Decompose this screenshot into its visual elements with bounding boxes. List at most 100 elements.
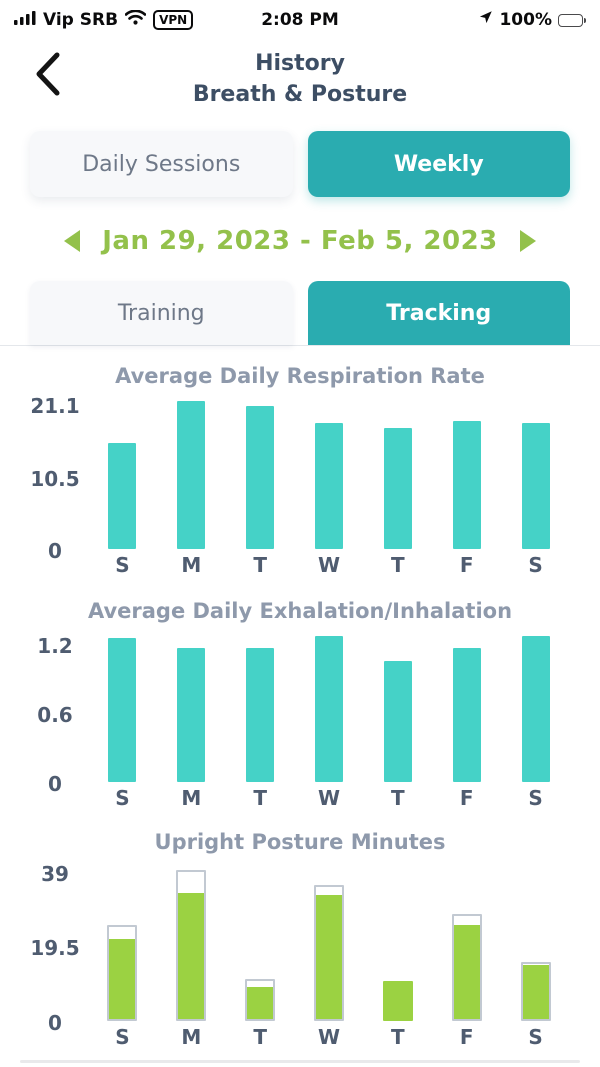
previous-week-arrow[interactable] [64, 230, 80, 252]
tab-tracking[interactable]: Tracking [307, 281, 570, 345]
plot-area [88, 398, 570, 549]
posture-bar [520, 961, 551, 1021]
next-week-arrow[interactable] [519, 230, 536, 252]
y-tick-label: 10.5 [30, 466, 80, 491]
bar-slot [363, 660, 432, 782]
y-tick-label: 39 [41, 861, 69, 886]
x-tick-label: W [317, 1025, 341, 1049]
y-tick-label: 19.5 [30, 936, 80, 961]
x-tick-label: S [528, 786, 543, 810]
daily-sessions-button[interactable]: Daily Sessions [30, 131, 293, 197]
location-arrow-icon [478, 10, 493, 30]
bar-slot [295, 636, 364, 782]
bar [108, 637, 137, 782]
bar [315, 422, 343, 549]
view-toggle: Daily Sessions Weekly [30, 131, 570, 197]
posture-bar [382, 980, 413, 1021]
x-tick-label: T [391, 553, 405, 577]
bar [315, 636, 343, 782]
x-tick-label: S [115, 1025, 130, 1049]
clock: 2:08 PM [261, 10, 339, 30]
x-tick-label: F [459, 786, 474, 810]
posture-bar [451, 913, 482, 1021]
bar-slot [88, 925, 157, 1021]
x-tick-label: T [391, 786, 405, 810]
y-tick-label: 0 [48, 539, 62, 563]
bar-slot [157, 400, 226, 549]
y-tick-label: 1.2 [37, 634, 73, 659]
x-tick-label: S [528, 1025, 543, 1049]
bar-slot [501, 423, 570, 549]
bar [177, 400, 206, 549]
x-tick-label: S [115, 786, 130, 810]
x-tick-label: T [253, 786, 267, 810]
x-tick-label: S [528, 553, 543, 577]
x-tick-label: S [115, 553, 130, 577]
page-title-line1: History [255, 51, 345, 76]
bar [383, 660, 412, 782]
x-tick-label: T [253, 1025, 267, 1049]
x-tick-label: M [181, 1025, 202, 1049]
posture-bar [245, 978, 276, 1021]
page-header: History Breath & Posture [0, 40, 600, 110]
x-tick-label: W [317, 553, 341, 577]
posture-bar-fill [522, 965, 549, 1019]
y-axis: 0 0.6 1.2 [0, 633, 88, 795]
bar-slot [432, 913, 501, 1021]
bar-slot [295, 885, 364, 1021]
bar [521, 636, 550, 782]
tab-bar: Training Tracking [30, 281, 570, 345]
x-tick-label: T [253, 553, 267, 577]
plot-area [88, 864, 570, 1021]
plot-area [88, 633, 570, 782]
battery-percent-label: 100% [499, 10, 552, 30]
bar-slot [363, 427, 432, 549]
y-axis: 0 10.5 21.1 [0, 394, 88, 562]
y-tick-label: 0 [48, 1011, 62, 1035]
status-bar: Vip SRB VPN 2:08 PM 100% [0, 0, 600, 40]
weekly-button[interactable]: Weekly [307, 131, 570, 197]
bar [452, 420, 481, 549]
posture-bar [107, 925, 138, 1021]
bar-slot [88, 637, 157, 782]
bar-slot [226, 406, 295, 549]
battery-icon [558, 13, 586, 27]
y-axis: 0 19.5 39 [0, 861, 88, 1034]
bar [246, 406, 275, 549]
posture-bar [314, 885, 344, 1021]
chart-title: Average Daily Exhalation/Inhalation [87, 599, 513, 623]
cellular-signal-icon [14, 10, 36, 30]
bar-slot [432, 420, 501, 549]
bottom-divider [20, 1060, 580, 1063]
tab-divider [0, 345, 600, 346]
bar-slot [295, 422, 364, 549]
bar-slot [501, 636, 570, 782]
chart-exhalation-inhalation: Average Daily Exhalation/Inhalation 0 0.6… [0, 597, 600, 812]
bar-slot [363, 980, 432, 1021]
posture-bar-fill [178, 892, 205, 1019]
bar [521, 423, 550, 549]
posture-bar-fill [316, 894, 342, 1019]
bar-slot [157, 869, 226, 1021]
bar [246, 647, 275, 782]
chart-title: Upright Posture Minutes [154, 830, 446, 854]
bar-slot [226, 978, 295, 1021]
bar [383, 427, 412, 549]
posture-bar-fill [247, 986, 274, 1019]
x-tick-label: M [181, 553, 202, 577]
posture-bar-fill [109, 938, 136, 1019]
tab-training[interactable]: Training [30, 281, 293, 345]
y-tick-label: 21.1 [30, 394, 80, 419]
x-tick-label: W [317, 786, 341, 810]
x-tick-label: F [459, 1025, 474, 1049]
posture-bar [176, 869, 207, 1021]
bar-slot [501, 961, 570, 1021]
x-tick-label: T [391, 1025, 405, 1049]
bar-slot [88, 443, 157, 549]
x-tick-label: F [459, 553, 474, 577]
back-button[interactable] [24, 46, 72, 102]
x-tick-label: M [181, 786, 202, 810]
